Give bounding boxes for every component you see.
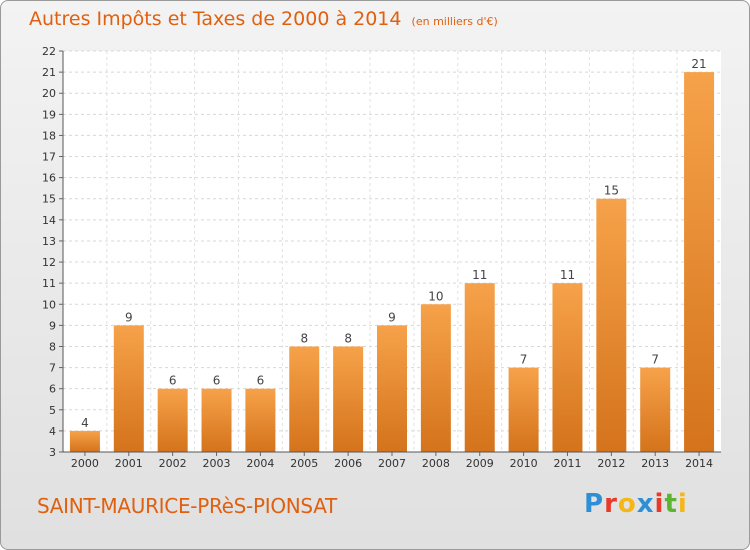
- tick-labels: 3 4 5 6 7 8 9 10 11 12 13 14 15 16 17 18 19 20 21 22 4 2000 9 2…: [42, 45, 713, 470]
- y-tick-label: 11: [42, 277, 56, 290]
- brand-logo: Proxiti: [584, 489, 688, 519]
- data-label: 6: [257, 374, 265, 388]
- x-tick-label: 2003: [203, 457, 231, 470]
- bar: [508, 367, 539, 452]
- y-tick-label: 6: [49, 383, 56, 396]
- bar: [201, 388, 232, 452]
- x-tick-label: 2012: [597, 457, 625, 470]
- bar: [333, 346, 364, 452]
- x-tick-label: 2005: [290, 457, 318, 470]
- data-label: 4: [81, 416, 89, 430]
- y-tick-label: 3: [49, 446, 56, 459]
- x-tick-label: 2000: [71, 457, 99, 470]
- data-label: 8: [300, 331, 308, 345]
- y-tick-label: 18: [42, 129, 56, 142]
- bar: [69, 430, 100, 452]
- axes: [59, 50, 721, 456]
- y-tick-label: 10: [42, 298, 56, 311]
- x-tick-label: 2006: [334, 457, 362, 470]
- data-label: 11: [560, 268, 575, 282]
- y-tick-label: 7: [49, 362, 56, 375]
- y-tick-label: 16: [42, 172, 56, 185]
- bar: [289, 346, 320, 452]
- logo-letter: x: [636, 489, 655, 519]
- bar: [113, 325, 144, 452]
- data-label: 11: [472, 268, 487, 282]
- data-label: 9: [388, 310, 396, 324]
- y-tick-label: 20: [42, 87, 56, 100]
- bar: [684, 72, 715, 453]
- bar: [245, 388, 276, 452]
- y-tick-label: 21: [42, 66, 56, 79]
- logo-letter: r: [604, 489, 618, 519]
- y-tick-label: 12: [42, 256, 56, 269]
- location-name: SAINT-MAURICE-PRèS-PIONSAT: [37, 494, 337, 518]
- bar: [464, 283, 495, 452]
- bar: [552, 283, 583, 452]
- chart-title: Autres Impôts et Taxes de 2000 à 2014 (e…: [29, 8, 498, 30]
- x-tick-label: 2008: [422, 457, 450, 470]
- logo-letter: o: [617, 489, 637, 519]
- x-tick-label: 2010: [510, 457, 538, 470]
- bar: [157, 388, 188, 452]
- y-tick-label: 9: [49, 319, 56, 332]
- bar: [596, 198, 627, 452]
- x-tick-label: 2007: [378, 457, 406, 470]
- x-tick-label: 2009: [466, 457, 494, 470]
- y-tick-label: 22: [42, 45, 56, 58]
- x-tick-label: 2002: [159, 457, 187, 470]
- data-label: 6: [213, 374, 221, 388]
- bar: [377, 325, 407, 452]
- y-tick-label: 19: [42, 108, 56, 121]
- y-tick-label: 17: [42, 151, 56, 164]
- y-tick-label: 4: [49, 425, 56, 438]
- title-text: Autres Impôts et Taxes de 2000 à 2014: [29, 8, 402, 30]
- data-label: 8: [344, 331, 352, 345]
- data-label: 10: [428, 289, 443, 303]
- logo-letter: P: [584, 489, 605, 519]
- y-tick-label: 14: [42, 214, 56, 227]
- bar: [420, 304, 451, 452]
- data-label: 9: [125, 310, 133, 324]
- x-tick-label: 2011: [553, 457, 581, 470]
- y-tick-label: 5: [49, 404, 56, 417]
- data-label: 15: [604, 184, 619, 198]
- bar: [640, 367, 671, 452]
- logo-letter: i: [654, 489, 665, 519]
- data-label: 7: [520, 353, 528, 367]
- x-tick-label: 2001: [115, 457, 143, 470]
- x-tick-label: 2004: [246, 457, 274, 470]
- data-label: 6: [169, 374, 177, 388]
- data-label: 7: [651, 353, 659, 367]
- y-tick-label: 13: [42, 235, 56, 248]
- logo-letter: t: [664, 489, 678, 519]
- title-unit: (en milliers d'€): [411, 15, 498, 28]
- x-tick-label: 2014: [685, 457, 713, 470]
- y-tick-label: 15: [42, 193, 56, 206]
- logo-letter: i: [677, 489, 688, 519]
- bars: [69, 72, 715, 453]
- y-tick-label: 8: [49, 340, 56, 353]
- x-tick-label: 2013: [641, 457, 669, 470]
- data-label: 21: [691, 57, 706, 71]
